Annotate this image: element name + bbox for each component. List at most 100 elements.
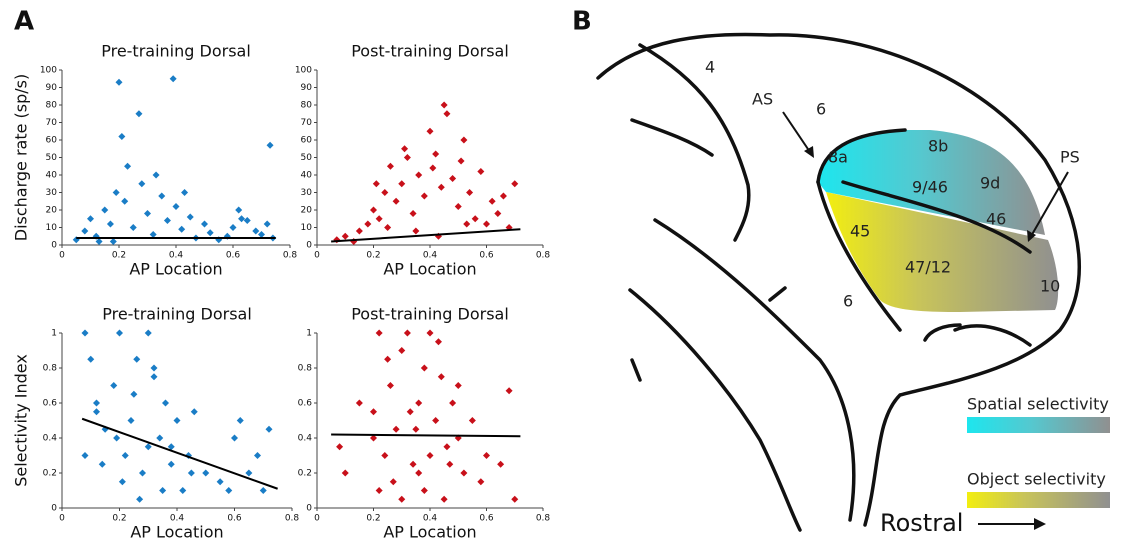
y-tick-label: 0.8 bbox=[43, 364, 58, 374]
y-tick-label: 0.2 bbox=[43, 469, 57, 479]
y-tick-label: 40 bbox=[301, 171, 313, 181]
direction-label: Rostral bbox=[880, 509, 963, 537]
point bbox=[449, 399, 457, 407]
point bbox=[370, 434, 377, 442]
point bbox=[432, 150, 440, 158]
point bbox=[381, 189, 389, 196]
sulcus bbox=[630, 118, 714, 157]
point bbox=[93, 399, 100, 407]
point bbox=[454, 203, 462, 210]
point bbox=[386, 162, 394, 170]
point bbox=[443, 443, 451, 451]
point bbox=[336, 443, 344, 451]
point bbox=[426, 127, 434, 135]
area-label: 9/46 bbox=[912, 178, 948, 197]
point bbox=[144, 443, 152, 451]
sulcus bbox=[923, 323, 962, 342]
point bbox=[471, 215, 479, 223]
arrow-head bbox=[1034, 518, 1046, 530]
y-tick-label: 40 bbox=[46, 171, 58, 181]
point bbox=[87, 215, 94, 223]
y-axis-label: Selectivity Index bbox=[12, 354, 31, 487]
point bbox=[118, 133, 126, 140]
sulcus bbox=[768, 286, 787, 302]
point bbox=[392, 197, 400, 205]
area-label: 4 bbox=[705, 58, 715, 77]
x-axis-label: AP Location bbox=[383, 260, 476, 279]
point bbox=[156, 434, 164, 442]
point bbox=[254, 452, 261, 459]
point bbox=[440, 495, 448, 503]
point bbox=[112, 189, 120, 196]
fit-line bbox=[81, 417, 278, 490]
point bbox=[202, 469, 210, 477]
point bbox=[341, 469, 349, 477]
point bbox=[252, 227, 260, 235]
point bbox=[426, 329, 434, 337]
point bbox=[426, 452, 434, 459]
point bbox=[243, 217, 251, 224]
y-tick-label: 0.6 bbox=[43, 399, 58, 409]
point bbox=[144, 210, 151, 217]
sulcus bbox=[638, 43, 751, 242]
panel-label: B bbox=[572, 7, 592, 37]
point bbox=[463, 220, 471, 228]
point bbox=[466, 189, 474, 196]
y-tick-label: 30 bbox=[46, 188, 58, 198]
sulcus bbox=[816, 128, 907, 184]
point bbox=[370, 408, 377, 416]
point bbox=[384, 355, 392, 363]
point bbox=[355, 399, 363, 407]
area-label: 6 bbox=[816, 100, 826, 119]
point bbox=[127, 417, 135, 424]
point bbox=[138, 180, 146, 188]
point bbox=[135, 110, 143, 118]
y-tick-label: 50 bbox=[301, 153, 313, 163]
point bbox=[401, 145, 409, 153]
y-tick-label: 0.4 bbox=[298, 434, 313, 444]
point bbox=[415, 399, 423, 407]
point bbox=[116, 329, 123, 337]
point bbox=[101, 206, 109, 214]
x-tick-label: 0.4 bbox=[423, 251, 438, 261]
point bbox=[511, 180, 519, 188]
y-tick-label: 0 bbox=[306, 241, 312, 251]
sulcus bbox=[816, 180, 902, 332]
point bbox=[158, 192, 166, 200]
point bbox=[375, 215, 383, 223]
point bbox=[149, 231, 157, 238]
y-tick-label: 80 bbox=[46, 101, 58, 111]
point bbox=[263, 220, 271, 228]
sulcus-label: PS bbox=[1060, 148, 1080, 167]
point bbox=[372, 180, 380, 188]
y-tick-label: 100 bbox=[40, 66, 57, 76]
point bbox=[432, 417, 440, 424]
point bbox=[187, 469, 195, 477]
y-tick-label: 70 bbox=[46, 118, 58, 128]
point bbox=[93, 408, 100, 416]
y-tick-label: 10 bbox=[301, 223, 313, 233]
point bbox=[440, 101, 448, 109]
point bbox=[87, 355, 95, 363]
point bbox=[449, 175, 457, 182]
area-label: 8a bbox=[828, 148, 848, 167]
x-tick-label: 0.6 bbox=[227, 514, 242, 524]
x-tick-label: 0.4 bbox=[423, 514, 438, 524]
point bbox=[415, 171, 423, 179]
point bbox=[494, 210, 502, 217]
y-tick-label: 0.2 bbox=[298, 469, 312, 479]
point bbox=[190, 408, 198, 416]
x-tick-label: 0.8 bbox=[283, 251, 298, 261]
sulcus bbox=[628, 288, 802, 532]
point bbox=[150, 373, 158, 381]
point bbox=[98, 460, 106, 468]
y-tick-label: 90 bbox=[46, 83, 58, 93]
x-tick-label: 0.6 bbox=[226, 251, 241, 261]
y-axis-label: Discharge rate (sp/s) bbox=[12, 74, 31, 242]
x-tick-label: 0.2 bbox=[366, 251, 380, 261]
x-tick-label: 0.2 bbox=[112, 514, 126, 524]
point bbox=[216, 478, 224, 486]
area-label: 46 bbox=[986, 210, 1006, 229]
point bbox=[386, 382, 394, 389]
